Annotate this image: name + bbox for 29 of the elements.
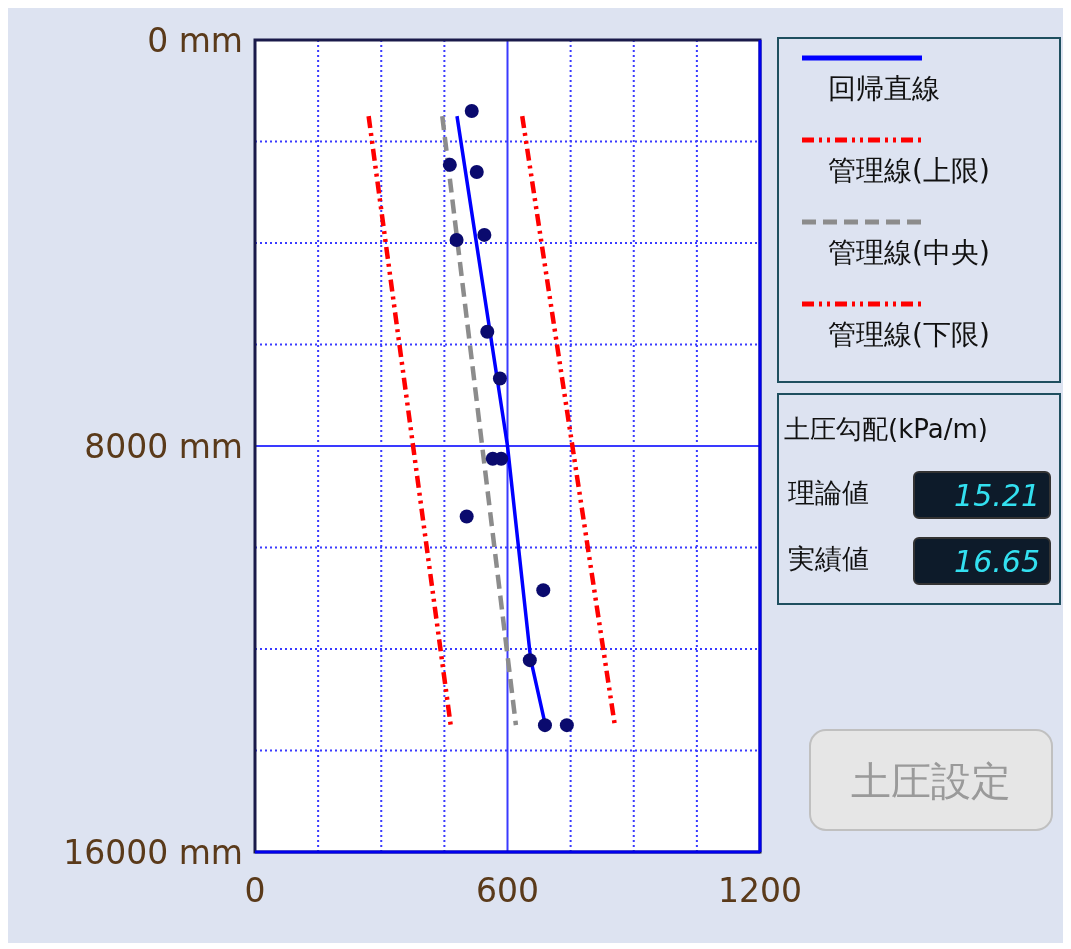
legend-label: 管理線(中央) bbox=[828, 236, 990, 269]
point bbox=[536, 583, 551, 598]
legend-label: 管理線(上限) bbox=[828, 154, 990, 187]
point bbox=[469, 164, 484, 179]
text: 理論値 bbox=[788, 477, 869, 508]
text: 土圧勾配(kPa/m) bbox=[784, 414, 988, 444]
y-tick-label: 8000 mm bbox=[84, 426, 243, 466]
point bbox=[537, 718, 552, 733]
point bbox=[559, 718, 574, 733]
text: 16.65 bbox=[954, 544, 1040, 579]
y-tick-label: 16000 mm bbox=[63, 832, 243, 872]
legend-label: 管理線(下限) bbox=[828, 318, 990, 351]
text: 15.21 bbox=[954, 478, 1040, 513]
text: 土圧設定 bbox=[851, 758, 1011, 804]
point bbox=[522, 653, 537, 668]
x-tick-label: 600 bbox=[476, 871, 539, 910]
point bbox=[492, 371, 507, 386]
y-tick-label: 0 mm bbox=[147, 20, 243, 60]
point bbox=[449, 232, 464, 247]
point bbox=[442, 157, 457, 172]
text: 実績値 bbox=[788, 543, 869, 574]
point bbox=[494, 451, 509, 466]
x-tick-label: 0 bbox=[244, 871, 266, 910]
point bbox=[464, 104, 479, 119]
point bbox=[480, 324, 495, 339]
point bbox=[459, 509, 474, 524]
x-tick-label: 1200 bbox=[718, 871, 802, 910]
point bbox=[477, 227, 492, 242]
legend-label: 回帰直線 bbox=[828, 72, 940, 105]
